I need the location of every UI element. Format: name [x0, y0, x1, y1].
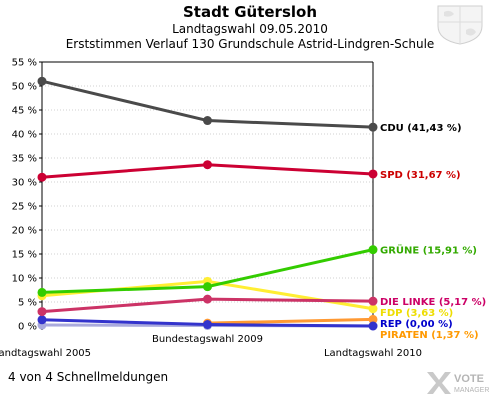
data-point: [37, 76, 47, 86]
series-line: [207, 317, 374, 325]
footer-status: 4 von 4 Schnellmeldungen: [8, 370, 169, 384]
series-end-label: CDU (41,43 %): [380, 123, 462, 134]
series-end-label: FDP (3,63 %): [380, 308, 453, 319]
data-point: [37, 315, 47, 325]
series-end-label: REP (0,00 %): [380, 319, 453, 330]
data-point: [368, 169, 378, 179]
y-tick-label: 35 %: [12, 154, 37, 165]
y-tick-label: 30 %: [12, 178, 37, 189]
x-tick-label: Landtagswahl 2005: [0, 348, 91, 359]
y-tick-label: 55 %: [12, 58, 37, 69]
logo-text-manager: MANAGER: [454, 387, 489, 394]
data-point: [368, 122, 378, 132]
x-tick-label: Landtagswahl 2010: [324, 348, 422, 359]
y-tick-label: 20 %: [12, 226, 37, 237]
data-point: [37, 287, 47, 297]
chart-subtitle: Landtagswahl 09.05.2010: [172, 22, 328, 36]
data-point: [368, 304, 378, 314]
y-tick-label: 45 %: [12, 106, 37, 117]
votemanager-logo: VOTE MANAGER: [427, 372, 489, 394]
data-point: [37, 307, 47, 317]
data-point: [203, 320, 212, 330]
chart-title: Stadt Gütersloh: [182, 3, 317, 21]
y-tick-label: 50 %: [12, 82, 37, 93]
y-tick-label: 40 %: [12, 130, 37, 141]
data-point: [368, 321, 378, 331]
data-point: [203, 116, 212, 126]
x-tick-label: Bundestagswahl 2009: [152, 334, 263, 345]
y-tick-label: 0 %: [18, 322, 37, 333]
y-tick-label: 25 %: [12, 202, 37, 213]
y-tick-label: 15 %: [12, 250, 37, 261]
series-end-label: SPD (31,67 %): [380, 170, 461, 181]
chart-subtitle-detail: Erststimmen Verlauf 130 Grundschule Astr…: [65, 37, 435, 51]
data-point: [368, 245, 378, 255]
data-point: [203, 294, 212, 304]
coat-of-arms-icon: [437, 5, 483, 45]
data-point: [37, 172, 47, 182]
logo-text-vote: VOTE: [454, 373, 484, 385]
data-point: [203, 282, 212, 292]
y-tick-label: 5 %: [18, 298, 37, 309]
data-point: [368, 314, 378, 324]
series-end-label: DIE LINKE (5,17 %): [380, 297, 486, 308]
series-end-label: PIRATEN (1,37 %): [380, 330, 479, 341]
data-point: [368, 296, 378, 306]
data-point: [203, 160, 212, 170]
series-end-label: GRÜNE (15,91 %): [380, 243, 477, 257]
y-tick-label: 10 %: [12, 274, 37, 285]
